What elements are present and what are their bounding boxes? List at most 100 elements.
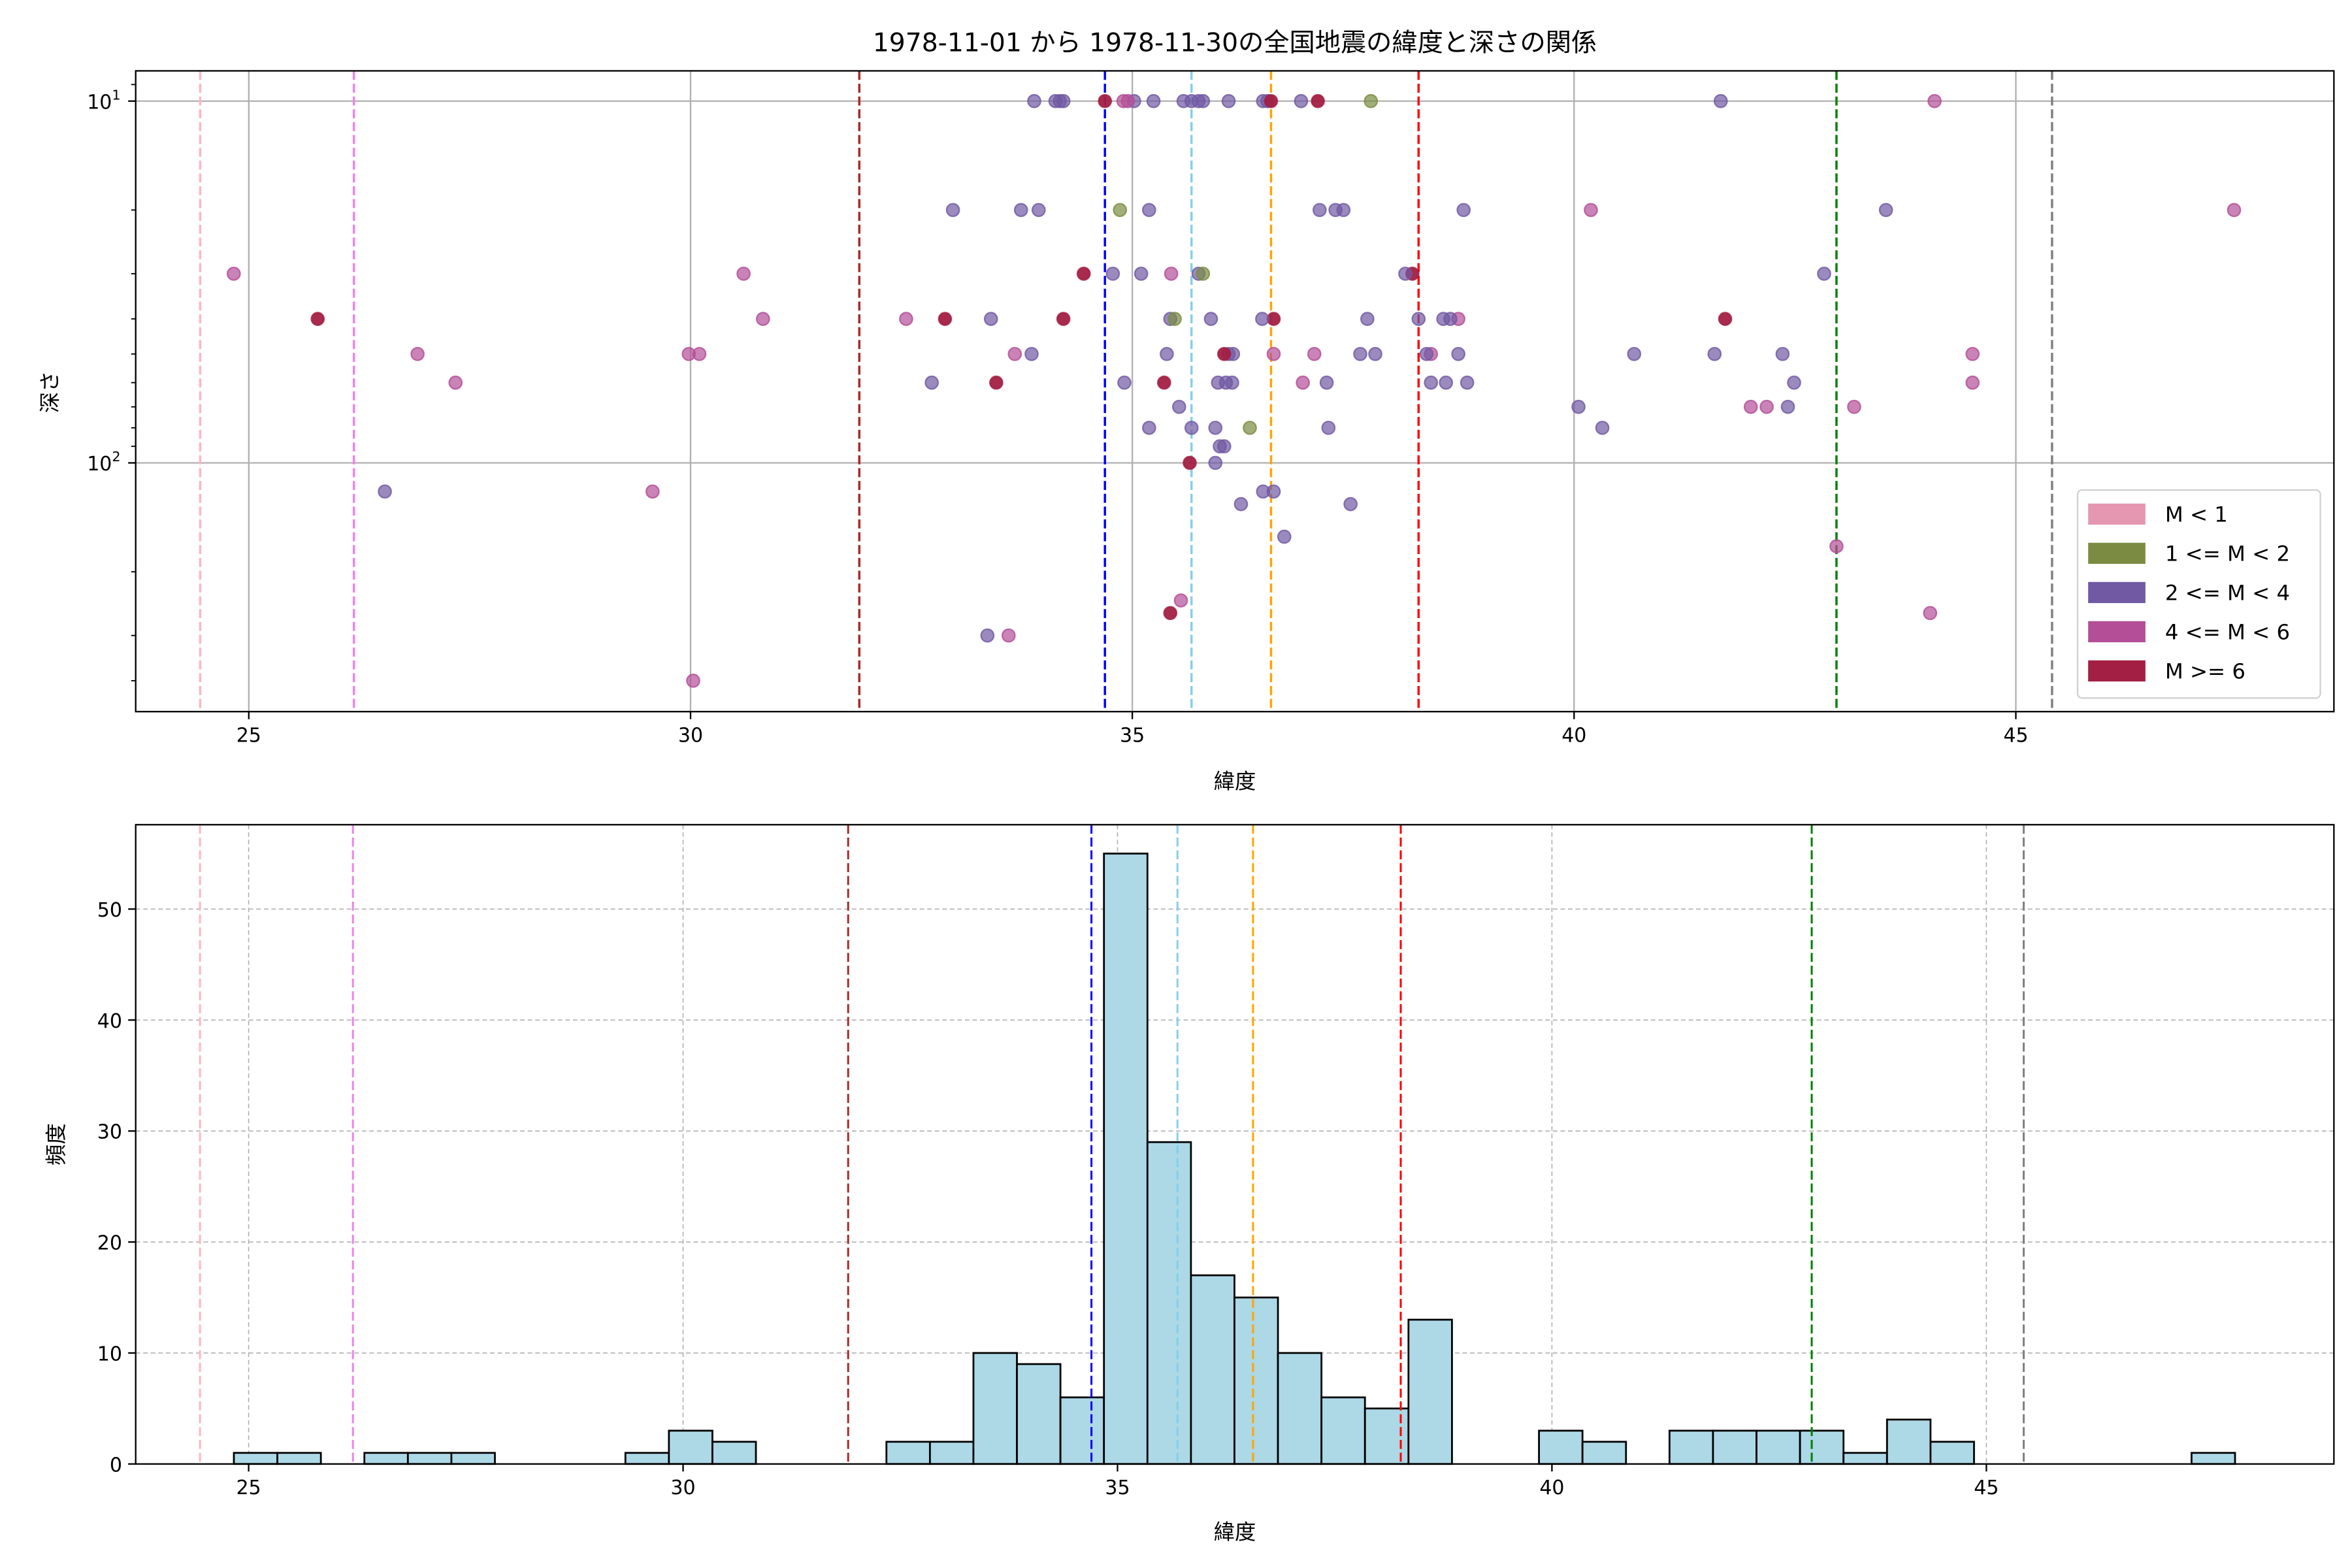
data-point (1353, 346, 1367, 361)
y-tick-label: 20 (97, 1232, 122, 1255)
data-point (1443, 312, 1458, 326)
histogram-bar (233, 1452, 278, 1465)
y-tick-base: 10 (87, 91, 112, 114)
data-point (1713, 93, 1728, 108)
histogram-bar (1364, 1407, 1410, 1465)
data-point (1117, 375, 1132, 390)
x-tick-label: 40 (1539, 1477, 1564, 1499)
data-point (1294, 93, 1309, 108)
data-point (1141, 203, 1156, 218)
data-point (1266, 484, 1281, 499)
data-point (1141, 420, 1156, 435)
data-point (686, 674, 700, 688)
y-tick-label: 50 (97, 899, 122, 922)
data-point (1424, 375, 1439, 390)
data-point (1203, 312, 1218, 326)
data-point (1225, 375, 1239, 390)
data-point (1451, 346, 1465, 361)
legend-label: 4 <= M < 6 (2165, 619, 2290, 644)
data-point (924, 375, 939, 390)
histogram-bar (1059, 1396, 1105, 1465)
histogram-bar (1103, 853, 1149, 1465)
legend-item: M >= 6 (2088, 659, 2246, 683)
histogram-bar (450, 1452, 496, 1465)
histogram-bar (1929, 1441, 1975, 1465)
data-point (1027, 93, 1041, 108)
y-tick-label: 102 (87, 449, 120, 476)
data-point (1878, 203, 1893, 218)
x-tick-label: 45 (1974, 1477, 1999, 1499)
histogram-bar (1799, 1429, 1845, 1465)
data-point (989, 375, 1004, 390)
data-point (1743, 399, 1758, 414)
data-point (1171, 399, 1186, 414)
histogram-bar (1668, 1429, 1714, 1465)
data-point (1718, 312, 1733, 326)
x-tick-label: 30 (670, 1477, 695, 1499)
histogram-bar (928, 1441, 975, 1465)
legend: M < 1 1 <= M < 2 2 <= M < 4 4 <= M < 6 M >= … (2076, 489, 2321, 699)
legend-box (2076, 489, 2321, 699)
histogram-bar (1886, 1418, 1932, 1465)
data-point (1923, 606, 1938, 621)
data-point (1307, 346, 1322, 361)
histogram-bar (1320, 1396, 1366, 1465)
data-point (1780, 399, 1795, 414)
scatter-x-label: 緯度 (1214, 769, 1256, 794)
data-point (1264, 93, 1279, 108)
data-point (1927, 93, 1942, 108)
legend-swatch (2088, 581, 2146, 604)
data-point (1164, 267, 1179, 281)
data-point (1829, 539, 1844, 553)
data-point (1208, 420, 1223, 435)
data-point (1120, 93, 1135, 108)
data-point (1013, 203, 1028, 218)
data-point (1056, 93, 1071, 108)
data-point (1965, 346, 1980, 361)
data-point (1787, 375, 1801, 390)
y-tick-label: 30 (97, 1121, 122, 1144)
histogram-bar (885, 1441, 931, 1465)
axes-frame (135, 70, 2335, 713)
x-tick-label: 35 (1105, 1477, 1130, 1499)
data-point (410, 346, 425, 361)
legend-label: 1 <= M < 2 (2165, 541, 2290, 566)
data-point (645, 484, 660, 499)
histogram-x-label: 緯度 (1214, 1520, 1256, 1544)
histogram-bar (711, 1441, 757, 1465)
data-point (1627, 346, 1642, 361)
data-point (1364, 93, 1379, 108)
data-point (1707, 346, 1722, 361)
y-tick-exponent: 2 (112, 449, 120, 465)
data-point (1208, 455, 1223, 470)
data-point (1146, 93, 1161, 108)
data-point (1296, 375, 1310, 390)
data-point (899, 312, 913, 326)
legend-label: M >= 6 (2165, 659, 2246, 683)
data-point (1221, 93, 1236, 108)
data-point (1460, 375, 1475, 390)
histogram-bar (1277, 1352, 1323, 1465)
data-point (1183, 455, 1197, 470)
data-point (1163, 606, 1178, 621)
histogram-bar (1842, 1452, 1888, 1465)
data-point (938, 312, 953, 326)
histogram-bar (1146, 1141, 1192, 1465)
data-point (1266, 346, 1281, 361)
data-point (692, 346, 707, 361)
x-tick-label: 40 (1561, 724, 1586, 747)
data-point (1196, 93, 1211, 108)
data-point (1024, 346, 1039, 361)
legend-label: M < 1 (2165, 502, 2228, 527)
y-tick-base: 10 (87, 453, 112, 476)
data-point (1134, 267, 1149, 281)
data-point (1098, 93, 1113, 108)
data-point (1398, 267, 1413, 281)
data-point (1965, 375, 1980, 390)
data-point (1196, 267, 1211, 281)
histogram-y-label: 頻度 (44, 1123, 69, 1166)
data-point (1056, 312, 1071, 326)
data-point (1217, 346, 1232, 361)
data-point (448, 375, 463, 390)
